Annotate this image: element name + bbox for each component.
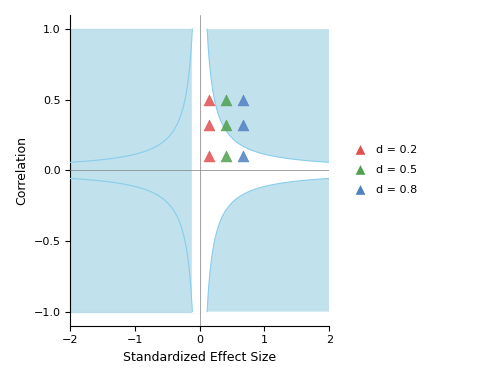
- Point: [239, 153, 247, 159]
- X-axis label: Standardized Effect Size: Standardized Effect Size: [123, 351, 276, 364]
- Point: [222, 97, 229, 103]
- Polygon shape: [70, 29, 200, 312]
- Legend: d = 0.2, d = 0.5, d = 0.8: d = 0.2, d = 0.5, d = 0.8: [344, 141, 422, 200]
- Point: [205, 122, 213, 128]
- Polygon shape: [192, 29, 200, 312]
- Point: [222, 122, 229, 128]
- Point: [205, 97, 213, 103]
- Point: [205, 153, 213, 159]
- Point: [239, 97, 247, 103]
- Y-axis label: Correlation: Correlation: [15, 136, 28, 205]
- Point: [239, 122, 247, 128]
- Point: [222, 153, 229, 159]
